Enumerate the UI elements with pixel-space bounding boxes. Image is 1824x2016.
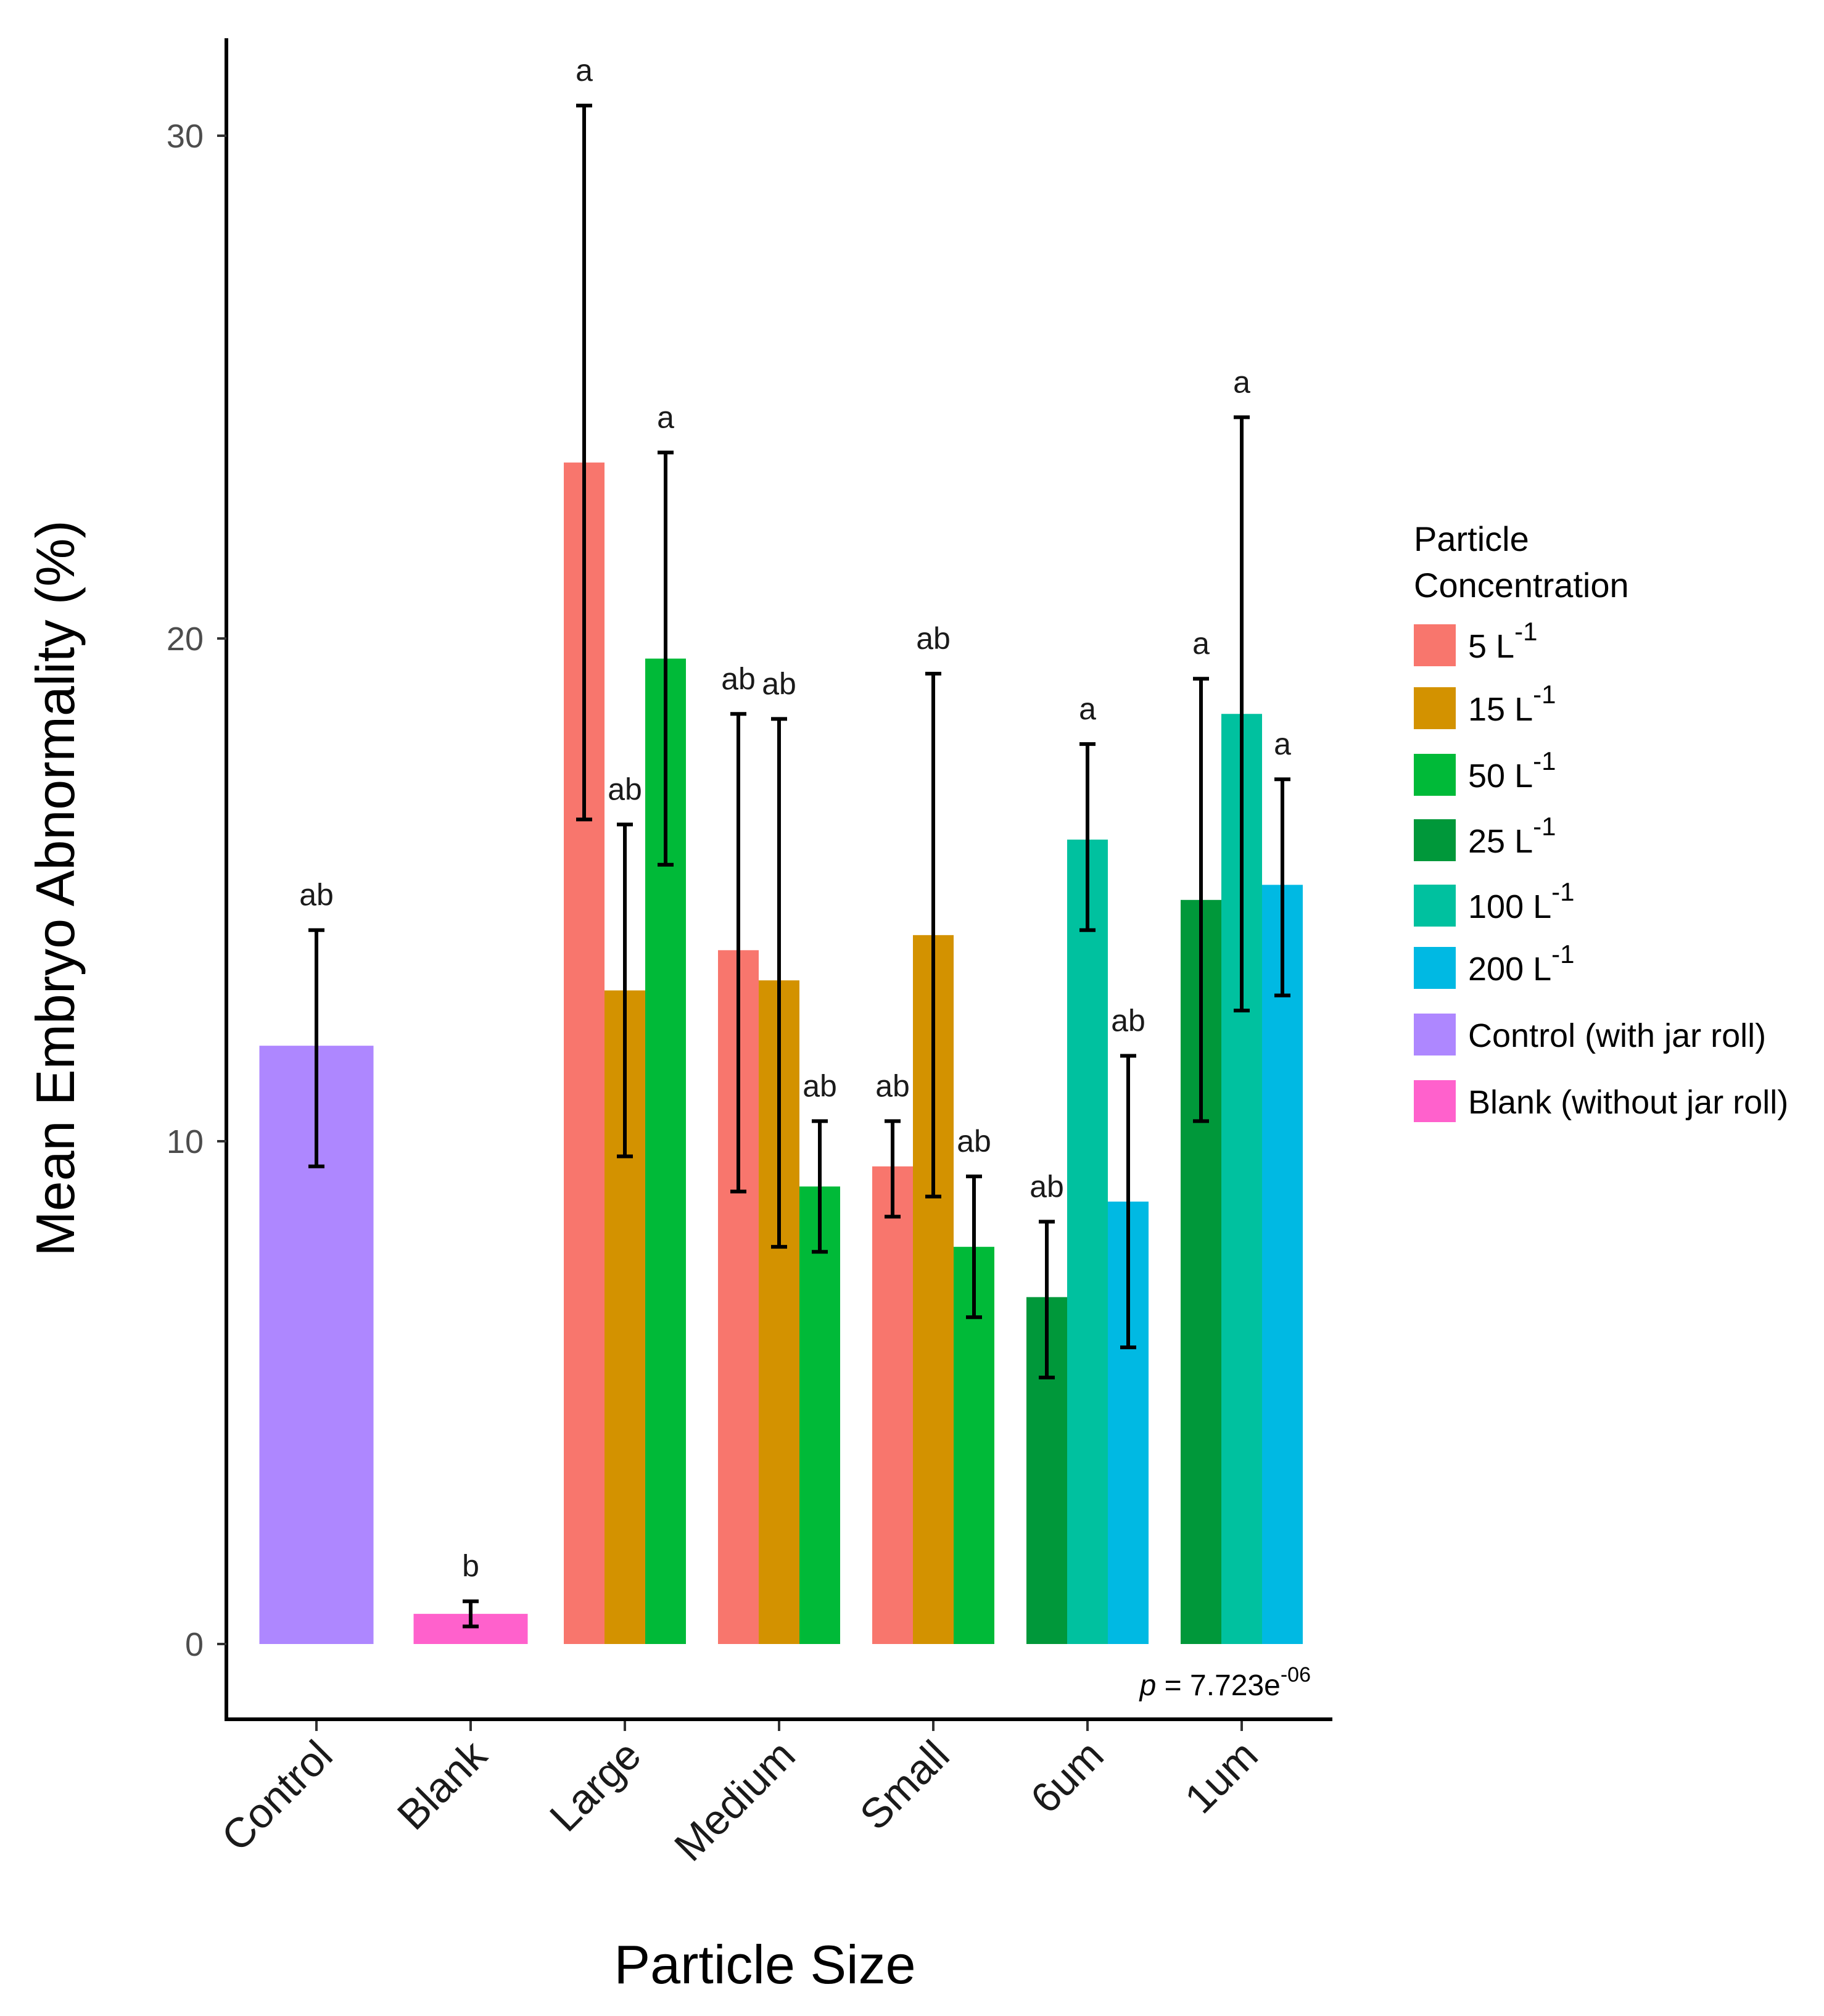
legend-title-line1: Particle [1414, 519, 1529, 558]
p-value-text: = 7.723e [1156, 1669, 1281, 1702]
x-tick-label-blank: Blank [389, 1731, 497, 1839]
bar-1um-c200 [1262, 885, 1303, 1644]
error-bar-medium-c15 [771, 717, 787, 1249]
y-ticks-layer: 0 10 20 30 [167, 118, 226, 1663]
legend-swatch [1414, 1080, 1456, 1122]
legend-entry-blank: Blank (without jar roll) [1414, 1080, 1788, 1122]
x-tick-label-large: Large [541, 1732, 650, 1841]
y-tick-label: 0 [185, 1626, 204, 1663]
legend-entry-c25: 25 L-1 [1414, 812, 1556, 861]
sig-label-medium-c50: ab [803, 1068, 837, 1103]
error-bar-6um-c100 [1079, 742, 1096, 932]
error-bar-1um-c25 [1193, 677, 1209, 1123]
p-value-symbol: p [1139, 1669, 1157, 1702]
legend-label: 15 L-1 [1468, 680, 1556, 728]
sig-label-blank-blank: b [462, 1549, 479, 1584]
sig-label-control-control: ab [299, 878, 334, 912]
legend-label: Control (with jar roll) [1468, 1017, 1766, 1054]
error-bar-small-c5 [885, 1119, 901, 1219]
legend-swatch [1414, 687, 1456, 729]
sig-label-medium-c15: ab [762, 666, 796, 701]
bar-6um-c100 [1067, 840, 1108, 1644]
legend-entry-c50: 50 L-1 [1414, 746, 1556, 796]
p-value-exponent: -06 [1281, 1663, 1311, 1687]
x-axis-title: Particle Size [614, 1934, 915, 1995]
sig-label-small-c5: ab [875, 1068, 910, 1103]
legend-label: Blank (without jar roll) [1468, 1084, 1788, 1121]
legend-entry-c5: 5 L-1 [1414, 617, 1537, 666]
legend-swatch [1414, 947, 1456, 989]
bar-small-c5 [872, 1166, 913, 1644]
error-bar-large-c5 [576, 104, 592, 822]
sig-label-medium-c5: ab [721, 661, 756, 696]
bar-medium-c50 [799, 1186, 840, 1644]
x-ticks-layer: Control Blank Large Medium Small 6um 1um [213, 1721, 1267, 1870]
x-tick-label-control: Control [213, 1732, 342, 1861]
legend-swatch [1414, 1014, 1456, 1056]
legend-entries: 5 L-1 15 L-1 50 L-1 25 L-1 100 L-1 200 L-1 Con… [1414, 617, 1788, 1122]
sig-label-6um-c100: a [1079, 692, 1096, 726]
x-tick-label-small: Small [851, 1732, 959, 1839]
legend-entry-control: Control (with jar roll) [1414, 1014, 1766, 1056]
sig-label-1um-c200: a [1274, 727, 1291, 761]
error-bar-6um-c200 [1120, 1054, 1136, 1350]
error-bar-large-c50 [658, 450, 674, 867]
legend-label: 5 L-1 [1468, 617, 1537, 665]
error-bar-1um-c100 [1234, 415, 1250, 1013]
legend: Particle Concentration 5 L-1 15 L-1 50 L-1… [1414, 519, 1788, 1122]
sig-label-large-c15: ab [608, 772, 642, 807]
sig-label-small-c15: ab [916, 621, 951, 656]
legend-label: 50 L-1 [1468, 746, 1556, 795]
legend-entry-c200: 200 L-1 [1414, 940, 1575, 989]
error-bar-small-c50 [966, 1175, 982, 1320]
sig-label-1um-c100: a [1233, 365, 1250, 399]
legend-label: 200 L-1 [1468, 940, 1575, 988]
legend-entry-c100: 100 L-1 [1414, 877, 1575, 927]
bars-layer [259, 462, 1303, 1644]
x-tick-label-6um: 6um [1021, 1732, 1112, 1822]
error-bar-medium-c50 [812, 1119, 828, 1254]
sig-label-6um-c200: ab [1111, 1003, 1145, 1038]
legend-swatch [1414, 754, 1456, 796]
error-bars-layer [308, 104, 1290, 1629]
sig-label-1um-c25: a [1192, 626, 1210, 661]
legend-label: 25 L-1 [1468, 812, 1556, 860]
y-tick-label: 20 [167, 621, 204, 658]
error-bar-1um-c200 [1274, 777, 1290, 998]
error-bar-medium-c5 [730, 712, 746, 1194]
legend-swatch [1414, 885, 1456, 927]
x-tick-label-1um: 1um [1176, 1732, 1266, 1822]
y-tick-label: 10 [167, 1123, 204, 1160]
sig-label-small-c50: ab [957, 1124, 991, 1159]
error-bar-large-c15 [617, 822, 633, 1159]
y-axis-title: Mean Embryo Abnormality (%) [25, 520, 86, 1256]
error-bar-small-c15 [925, 672, 941, 1199]
error-bar-6um-c25 [1039, 1220, 1055, 1380]
legend-entry-c15: 15 L-1 [1414, 680, 1556, 729]
y-tick-label: 30 [167, 118, 204, 155]
error-bar-blank-blank [463, 1599, 479, 1629]
error-bar-control-control [308, 928, 324, 1168]
legend-swatch [1414, 624, 1456, 666]
sig-label-large-c5: a [576, 53, 593, 88]
legend-title-line2: Concentration [1414, 566, 1629, 605]
p-value-annotation: p = 7.723e-06 [1139, 1663, 1311, 1702]
x-tick-label-medium: Medium [666, 1732, 804, 1870]
legend-label: 100 L-1 [1468, 877, 1575, 925]
sig-label-6um-c25: ab [1030, 1169, 1064, 1204]
sig-label-large-c50: a [657, 400, 674, 434]
legend-swatch [1414, 819, 1456, 861]
